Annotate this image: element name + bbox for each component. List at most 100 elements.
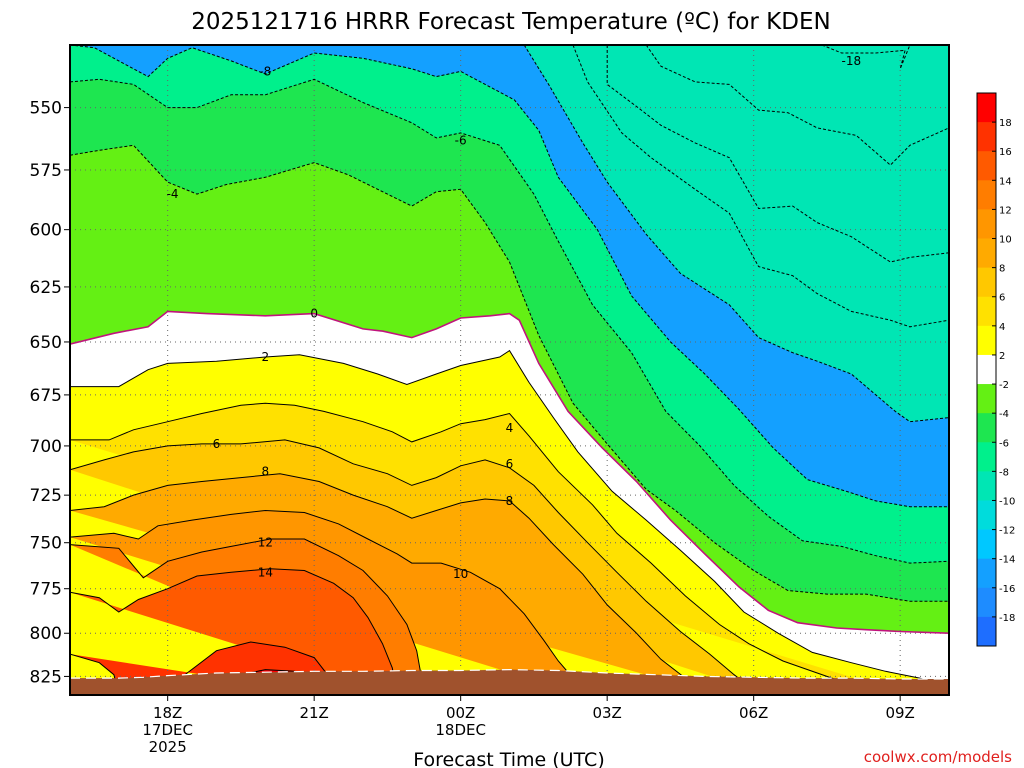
colorbar-segment	[977, 354, 996, 385]
colorbar-label: 10	[999, 235, 1012, 246]
isotherm--4	[70, 144, 949, 602]
colorbar-legend: -18 -16 -14 -12 -10 -8 -6 -4 -2 2 4 6 8 10 12 14 16 18	[976, 92, 1015, 647]
colorbar-label: -14	[999, 555, 1015, 566]
colorbar-label: -12	[999, 526, 1015, 537]
isotherm-label: -6	[455, 133, 467, 147]
isotherm-label: 2	[262, 350, 270, 364]
y-tick-label: 650	[30, 333, 62, 353]
y-tick-label: 700	[30, 437, 62, 457]
isotherm-label: 8	[506, 494, 514, 508]
colorbar-segment	[977, 587, 996, 618]
x-tick-label: 21Z	[299, 704, 328, 722]
colorbar-segment	[977, 267, 996, 298]
plot-area: -18 -8 -6 -4 0 2 4 6 6 8 8 10 12 14	[70, 45, 949, 695]
colorbar-label: 14	[999, 176, 1012, 187]
colorbar-label: 12	[999, 205, 1012, 216]
isotherm-6	[70, 439, 755, 691]
x-tick-label: 18Z	[153, 704, 182, 722]
colorbar-label: 2	[999, 351, 1005, 362]
colorbar-label: -4	[999, 409, 1009, 420]
colorbar-segment	[977, 413, 996, 443]
band-above--10	[524, 45, 949, 422]
colorbar-segment	[977, 209, 996, 240]
isotherm-8	[70, 473, 706, 693]
colorbar-label: 16	[999, 147, 1012, 158]
colorbar-label: -6	[999, 438, 1009, 449]
x-tick-label: 03Z	[592, 704, 621, 722]
isotherm-10	[70, 509, 584, 695]
isotherm-labels: -18 -8 -6 -4 0 2 4 6 6 8 8 10 12 14	[167, 54, 862, 581]
isotherm-lines	[70, 45, 949, 695]
colorbar-label: 4	[999, 322, 1005, 333]
isotherm-4	[70, 402, 906, 694]
isotherm-label: 10	[453, 567, 468, 581]
isotherm-label: 6	[213, 437, 221, 451]
y-tick-label: 675	[30, 386, 62, 406]
isotherm--16	[645, 45, 949, 166]
isotherm-12	[70, 538, 427, 695]
isotherm-label: 14	[258, 565, 273, 579]
colorbar-label: -2	[999, 380, 1009, 391]
y-tick-label: 600	[30, 221, 62, 241]
colorbar-segment	[977, 151, 996, 181]
isotherm-16	[70, 641, 335, 695]
colorbar-segment	[977, 500, 996, 531]
y-tick-label: 825	[30, 667, 62, 687]
colorbar-label: 6	[999, 293, 1005, 304]
colorbar-label: 18	[999, 118, 1012, 129]
colorbar-segment	[977, 93, 996, 123]
colorbar-label: 8	[999, 264, 1005, 275]
colorbar-segment	[977, 122, 996, 152]
isotherm-label: -8	[259, 64, 271, 78]
terrain-outline	[70, 668, 949, 680]
colorbar-label: -18	[999, 613, 1015, 624]
colorbar-segment	[977, 558, 996, 589]
y-tick-label: 575	[30, 161, 62, 181]
colorbar-frame	[976, 92, 997, 647]
credit-text: coolwx.com/models	[864, 748, 1012, 766]
isotherm-0	[70, 310, 949, 634]
colorbar-segment	[977, 471, 996, 501]
x-tick-label: 00Z	[446, 704, 475, 722]
temperature-bands	[70, 45, 949, 695]
y-tick-label: 550	[30, 99, 62, 119]
isotherm--14	[606, 45, 949, 263]
isotherm--12	[572, 45, 949, 328]
y-axis: 550 575 600 625 650 675 700 725 750 775 800 825	[30, 99, 70, 687]
isotherm--6	[70, 78, 949, 564]
terrain-ground	[70, 668, 949, 695]
colorbar-segment	[977, 296, 996, 327]
isotherm-label: -4	[167, 187, 179, 201]
isotherm-2	[70, 349, 949, 688]
x-tick-date: 17DEC	[142, 721, 193, 739]
x-tick-year: 2025	[149, 738, 187, 756]
isotherm-14	[70, 568, 398, 695]
colorbar-label: -16	[999, 584, 1015, 595]
x-tick-date: 18DEC	[435, 721, 486, 739]
x-tick-label: 09Z	[885, 704, 914, 722]
colorbar-segment	[977, 180, 996, 210]
colorbar-label: -8	[999, 467, 1009, 478]
y-tick-label: 625	[30, 278, 62, 298]
colorbar-label: -10	[999, 496, 1015, 507]
plot-frame	[69, 44, 950, 696]
chart-title: 2025121716 HRRR Forecast Temperature (ºC…	[191, 9, 830, 35]
y-tick-label: 725	[30, 486, 62, 506]
isotherm-label: 4	[506, 421, 514, 435]
isotherm-label: 8	[262, 465, 270, 479]
grid-lines	[70, 45, 949, 695]
x-tick-label: 06Z	[739, 704, 768, 722]
terrain-fill	[70, 669, 949, 695]
colorbar-segment	[977, 325, 996, 356]
isotherm--18	[821, 45, 911, 69]
y-tick-label: 800	[30, 624, 62, 644]
y-tick-label: 750	[30, 534, 62, 554]
isotherm--8	[70, 45, 949, 508]
colorbar-segment	[977, 238, 996, 269]
isotherm-label: 6	[506, 457, 514, 471]
y-tick-label: 775	[30, 580, 62, 600]
isotherm-label: 12	[258, 536, 273, 550]
colorbar-segment	[977, 616, 996, 647]
